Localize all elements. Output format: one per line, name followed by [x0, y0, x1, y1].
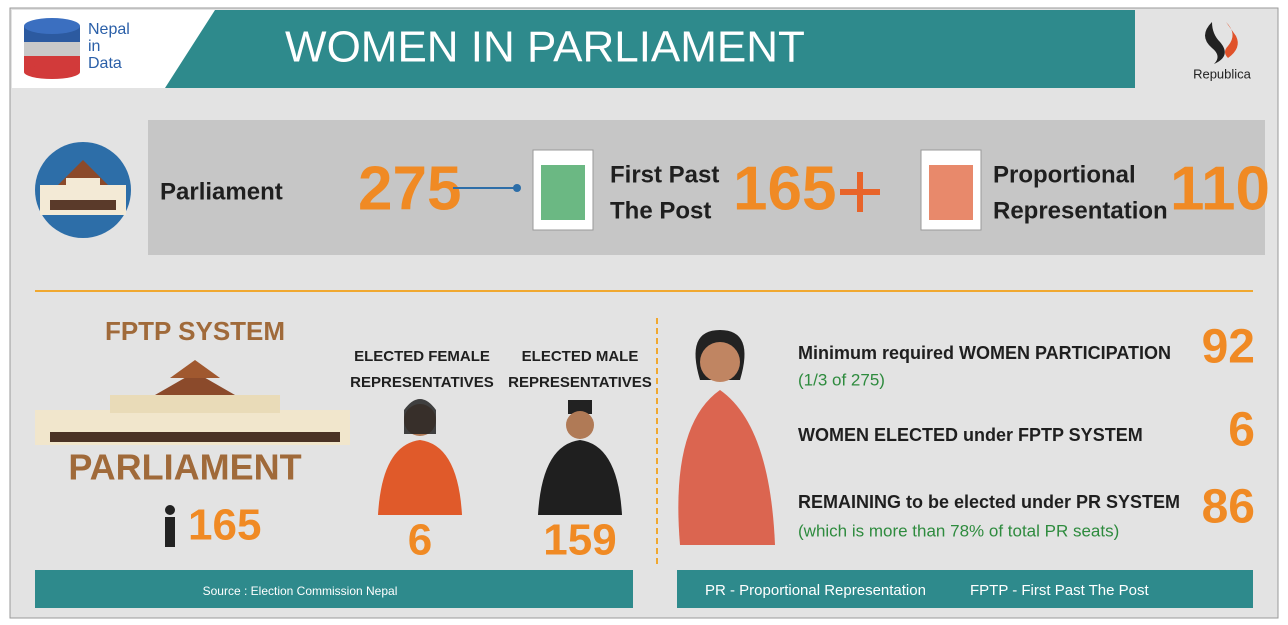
label: The Post: [610, 197, 711, 224]
brand-text: Nepal: [88, 21, 130, 38]
label: ELECTED FEMALE: [354, 348, 490, 365]
label: REPRESENTATIVES: [350, 374, 494, 391]
section-title: FPTP SYSTEM: [105, 316, 285, 346]
note: (which is more than 78% of total PR seat…: [798, 521, 1119, 540]
label: First Past: [610, 161, 719, 188]
parliament-icon: [35, 142, 131, 238]
source: Source : Election Commission Nepal: [203, 584, 398, 598]
label: REMAINING to be elected under PR SYSTEM: [798, 492, 1180, 512]
infographic: Nepal in Data WOMEN IN PARLIAMENT Republ…: [0, 0, 1288, 625]
value: 86: [1202, 481, 1255, 534]
value: 6: [408, 516, 432, 565]
value: 165: [188, 501, 261, 550]
label: Representation: [993, 197, 1168, 224]
title: WOMEN IN PARLIAMENT: [285, 23, 805, 72]
label: Proportional: [993, 161, 1136, 188]
value: 275: [358, 154, 461, 223]
page: {"header": {"brand": ["Nepal", "in", "Da…: [0, 0, 1288, 625]
value: 165: [733, 154, 836, 223]
value: 159: [543, 516, 616, 565]
label: Parliament: [160, 178, 283, 205]
legend-text: PR - Proportional Representation: [705, 582, 926, 599]
brand-text: Data: [88, 55, 122, 72]
note: (1/3 of 275): [798, 370, 885, 389]
label: REPRESENTATIVES: [508, 374, 652, 391]
ballot-icon: [921, 150, 981, 230]
person-icon: [165, 505, 175, 547]
legend-text: FPTP - First Past The Post: [970, 582, 1149, 599]
label: WOMEN ELECTED under FPTP SYSTEM: [798, 425, 1143, 445]
value: 92: [1202, 321, 1255, 374]
label: ELECTED MALE: [522, 348, 639, 365]
connector-dot: [513, 184, 521, 192]
value: 110: [1170, 154, 1270, 223]
ballot-icon: [533, 150, 593, 230]
publisher: Republica: [1193, 66, 1252, 81]
brand-logo: [24, 18, 80, 79]
section-subtitle: PARLIAMENT: [68, 447, 301, 488]
value: 6: [1228, 404, 1255, 457]
label: Minimum required WOMEN PARTICIPATION: [798, 343, 1171, 363]
brand-text: in: [88, 38, 100, 55]
